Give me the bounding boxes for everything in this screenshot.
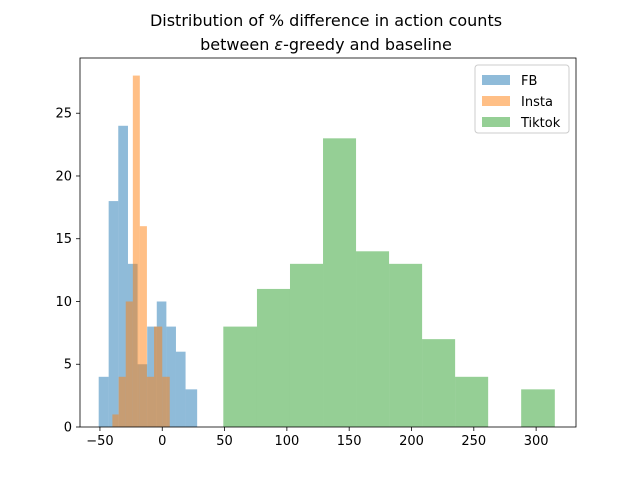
x-tick-label: 200 (399, 434, 424, 449)
bar-tiktok-5 (389, 263, 423, 427)
bar-insta-4 (139, 226, 147, 427)
x-tick-label: 300 (524, 434, 549, 449)
bar-insta-5 (146, 376, 155, 427)
legend-swatch-insta (482, 96, 510, 106)
chart-title-line1: Distribution of % difference in action c… (150, 11, 502, 30)
x-tick-label: 0 (158, 434, 166, 449)
bar-tiktok-0 (223, 326, 257, 427)
bar-tiktok-1 (256, 288, 290, 427)
legend-label-insta: Insta (521, 95, 553, 110)
bar-tiktok-3 (323, 138, 357, 427)
bar-tiktok-6 (422, 339, 456, 427)
x-tick-label: 150 (337, 434, 362, 449)
bar-fb-0 (98, 376, 109, 427)
legend: FB Insta Tiktok (474, 64, 570, 134)
legend-label-tiktok: Tiktok (520, 116, 561, 131)
legend-swatch-fb (482, 75, 510, 85)
x-tick-label: −50 (86, 434, 113, 449)
y-tick-label: 5 (64, 358, 72, 373)
legend-swatch-tiktok (482, 117, 510, 127)
y-tick-label: 10 (55, 295, 72, 310)
bar-insta-3 (132, 75, 140, 427)
bar-insta-0 (112, 414, 119, 427)
y-tick-label: 15 (55, 232, 72, 247)
histogram-bars (98, 75, 555, 427)
y-tick-label: 0 (64, 421, 72, 436)
bar-fb-1 (108, 201, 119, 427)
legend-label-fb: FB (521, 74, 537, 89)
bar-insta-2 (125, 301, 133, 427)
bar-fb-2 (118, 125, 128, 427)
bar-tiktok-7 (455, 376, 489, 427)
bar-fb-5 (147, 326, 157, 427)
bar-tiktok-4 (356, 251, 390, 427)
bar-fb-7 (166, 326, 176, 427)
bar-tiktok-2 (289, 263, 324, 427)
plot-frame (79, 57, 577, 428)
x-tick-label: 250 (461, 434, 486, 449)
bar-tiktok-9 (521, 389, 555, 427)
y-tick-label: 25 (55, 107, 72, 122)
bar-insta-7 (162, 376, 170, 427)
chart-title-line2-suffix: -greedy and baseline (283, 35, 452, 54)
chart-title-epsilon: ε (274, 35, 283, 54)
bar-insta-1 (118, 376, 126, 427)
chart-title-line2-prefix: between (200, 35, 274, 54)
x-tick-label: 50 (216, 434, 233, 449)
bar-fb-8 (175, 351, 186, 427)
bar-insta-6 (154, 326, 163, 427)
axes: −50 0 50 100 150 200 250 300 0 5 10 15 20 25 (55, 57, 577, 449)
x-tick-label: 100 (274, 434, 299, 449)
bar-fb-9 (185, 389, 198, 427)
chart-title-line2: between ε-greedy and baseline (200, 35, 452, 54)
y-tick-label: 20 (55, 169, 72, 184)
